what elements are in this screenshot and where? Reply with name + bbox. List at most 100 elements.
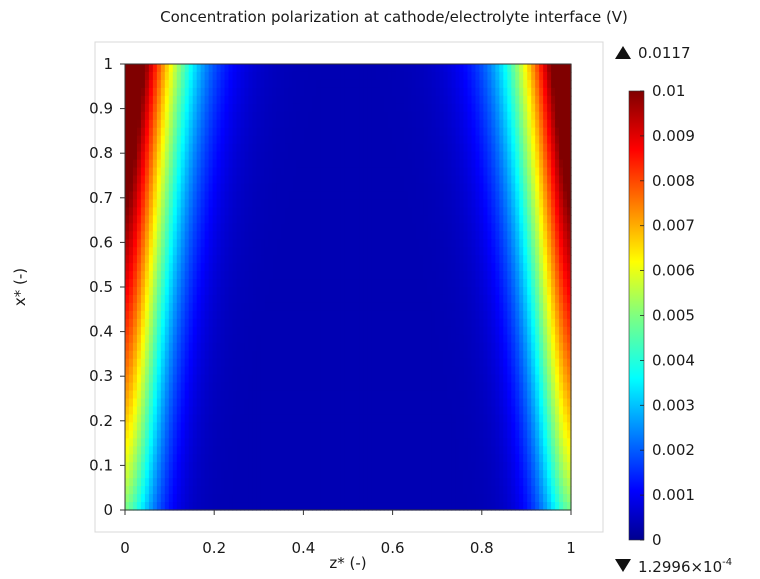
heatmap-cell [332, 366, 337, 376]
heatmap-cell [208, 294, 214, 304]
heatmap-cell [276, 334, 281, 344]
heatmap-cell [559, 95, 564, 105]
heatmap-cell [559, 79, 564, 89]
heatmap-cell [475, 302, 481, 312]
heatmap-cell [555, 302, 560, 312]
heatmap-cell [276, 374, 281, 384]
heatmap-cell [471, 143, 477, 153]
heatmap-cell [419, 111, 425, 121]
heatmap-cell [539, 294, 544, 304]
heatmap-cell [539, 119, 544, 129]
heatmap-cell [248, 255, 254, 264]
heatmap-cell [156, 398, 162, 408]
heatmap-cell [543, 239, 548, 248]
heatmap-cell [216, 398, 222, 408]
heatmap-cell [188, 382, 194, 392]
heatmap-cell [507, 143, 512, 153]
heatmap-cell [507, 374, 512, 384]
heatmap-cell [276, 350, 281, 360]
heatmap-cell [192, 326, 198, 336]
heatmap-cell [228, 255, 234, 264]
heatmap-cell [471, 87, 477, 97]
heatmap-cell [559, 159, 564, 169]
heatmap-cell [224, 326, 230, 336]
heatmap-cell [224, 103, 230, 113]
heatmap-cell [316, 87, 321, 97]
heatmap-cell [132, 143, 138, 153]
heatmap-cell [415, 191, 421, 200]
heatmap-cell [180, 223, 186, 232]
heatmap-cell [403, 215, 409, 224]
heatmap-cell [359, 390, 365, 400]
heatmap-cell [220, 350, 226, 360]
heatmap-cell [495, 374, 500, 384]
heatmap-cell [172, 334, 178, 344]
heatmap-cell [288, 64, 293, 73]
heatmap-cell [419, 199, 425, 208]
heatmap-cell [216, 255, 222, 264]
heatmap-cell [487, 191, 492, 200]
heatmap-cell [180, 398, 186, 408]
heatmap-cell [499, 287, 504, 296]
heatmap-cell [176, 279, 182, 288]
heatmap-cell [172, 374, 178, 384]
heatmap-cell [152, 79, 158, 89]
heatmap-cell [363, 191, 369, 200]
heatmap-cell [439, 135, 445, 145]
heatmap-cell [539, 71, 544, 81]
heatmap-cell [471, 263, 477, 272]
heatmap-cell [208, 382, 214, 392]
heatmap-cell [216, 247, 222, 256]
heatmap-cell [511, 263, 516, 272]
heatmap-cell [316, 374, 321, 384]
heatmap-cell [196, 366, 202, 376]
heatmap-cell [539, 247, 544, 256]
heatmap-cell [168, 334, 174, 344]
heatmap-cell [272, 135, 277, 145]
heatmap-cell [471, 326, 477, 336]
heatmap-cell [455, 279, 461, 288]
heatmap-cell [228, 366, 234, 376]
heatmap-cell [531, 374, 536, 384]
heatmap-cell [491, 143, 496, 153]
heatmap-cell [192, 302, 198, 312]
heatmap-cell [463, 183, 469, 193]
heatmap-cell [236, 119, 242, 129]
heatmap-cell [559, 366, 564, 376]
heatmap-cell [507, 279, 512, 288]
heatmap-cell [316, 247, 321, 256]
heatmap-cell [125, 271, 130, 280]
heatmap-cell [228, 342, 234, 352]
heatmap-cell [451, 175, 457, 185]
heatmap-cell [371, 239, 377, 248]
heatmap-cell [463, 64, 469, 73]
heatmap-cell [172, 406, 178, 416]
heatmap-cell [407, 87, 413, 97]
heatmap-cell [268, 183, 273, 193]
heatmap-cell [407, 127, 413, 137]
heatmap-cell [224, 135, 230, 145]
heatmap-cell [407, 191, 413, 200]
heatmap-cell [359, 255, 365, 264]
heatmap-cell [336, 151, 341, 161]
heatmap-cell [459, 239, 465, 248]
heatmap-cell [507, 318, 512, 328]
heatmap-cell [304, 119, 309, 129]
heatmap-cell [443, 239, 449, 248]
heatmap-cell [507, 175, 512, 185]
heatmap-cell [184, 358, 190, 368]
heatmap-cell [332, 287, 337, 296]
heatmap-cell [332, 318, 337, 328]
heatmap-cell [144, 382, 150, 392]
heatmap-cell [555, 223, 560, 232]
heatmap-cell [491, 151, 496, 161]
heatmap-cell [511, 358, 516, 368]
heatmap-cell [555, 167, 560, 177]
heatmap-cell [156, 199, 162, 208]
heatmap-cell [292, 350, 297, 360]
heatmap-cell [355, 183, 361, 193]
heatmap-cell [320, 79, 325, 89]
heatmap-cell [455, 151, 461, 161]
heatmap-cell [316, 239, 321, 248]
heatmap-cell [164, 167, 170, 177]
